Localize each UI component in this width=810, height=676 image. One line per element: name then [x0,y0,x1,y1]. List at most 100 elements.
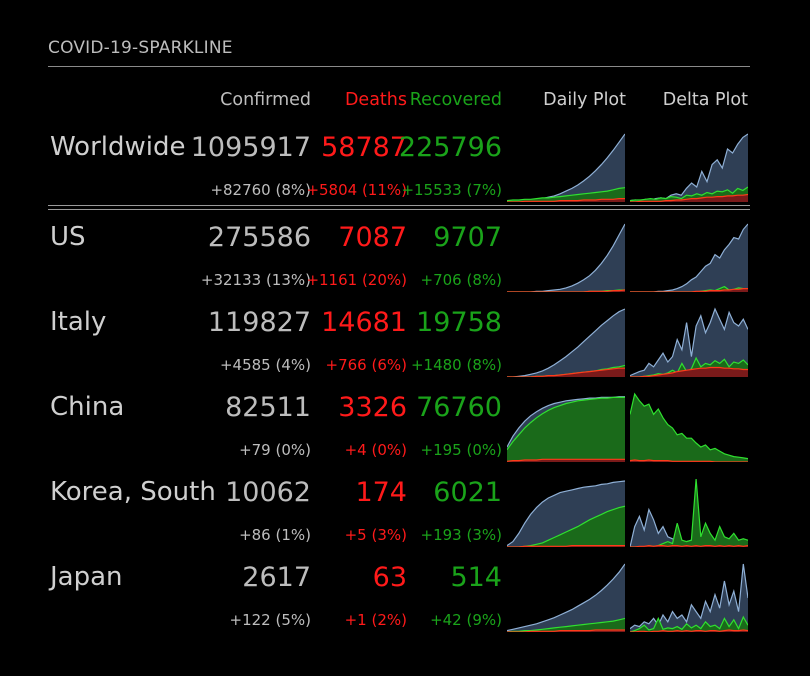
recovered-area [630,394,748,462]
confirmed-total: 10062 [225,477,311,508]
delta-sparkline [630,478,748,547]
confirmed-area [507,224,625,292]
deaths-line [630,459,748,462]
recovered-area [630,479,748,547]
header-delta-plot: Delta Plot [662,90,748,110]
delta-sparkline [630,223,748,292]
header-confirmed: Confirmed [220,90,311,110]
confirmed-total: 2617 [242,562,311,593]
recovered-line [507,617,625,632]
recovered-total: 225796 [398,132,502,163]
deaths-total: 14681 [321,307,407,338]
deaths-area [630,460,748,462]
confirmed-area [630,509,748,547]
deaths-change: +1 (2%) [344,611,407,629]
deaths-change: +5 (3%) [344,526,407,544]
recovered-line [630,186,748,202]
recovered-total: 9707 [433,222,502,253]
daily-sparkline [507,396,625,462]
recovered-change: +42 (9%) [430,611,502,629]
recovered-change: +15533 (7%) [401,181,502,199]
recovered-line [507,187,625,202]
header-deaths: Deaths [344,90,407,110]
header-recovered: Recovered [409,90,502,110]
deaths-total: 3326 [338,392,407,423]
recovered-line [630,615,748,632]
daily-sparkline [507,223,625,292]
confirmed-total: 82511 [225,392,311,423]
deaths-total: 7087 [338,222,407,253]
deaths-line [507,629,625,632]
deaths-line [630,544,748,547]
recovered-area [507,618,625,632]
delta-sparkline [630,307,748,377]
confirmed-area [507,134,625,202]
confirmed-area [507,309,625,377]
confirmed-change: +86 (1%) [239,526,311,544]
deaths-total: 174 [355,477,407,508]
deaths-line [507,458,625,462]
deaths-area [507,368,625,377]
divider [48,209,750,210]
confirmed-line [507,480,625,547]
confirmed-line [630,307,748,377]
recovered-total: 76760 [416,392,502,423]
header-daily-plot: Daily Plot [543,90,626,110]
daily-sparkline [507,480,625,547]
country-name: Worldwide [50,132,186,162]
delta-sparkline [630,133,748,202]
divider [48,205,750,206]
recovered-change: +193 (3%) [420,526,502,544]
country-name: US [50,222,86,252]
recovered-total: 6021 [433,477,502,508]
confirmed-area [630,564,748,632]
daily-sparkline [507,308,625,377]
deaths-line [507,544,625,547]
confirmed-line [507,396,625,448]
confirmed-change: +4585 (4%) [219,356,311,374]
confirmed-area [630,224,748,292]
deaths-line [630,629,748,632]
confirmed-line [507,563,625,632]
deaths-change: +766 (6%) [325,356,407,374]
deaths-area [630,194,748,202]
recovered-area [507,397,625,462]
deaths-area [507,198,625,202]
module-header: COVID-19-SPARKLINE [48,36,750,67]
deaths-line [630,287,748,292]
recovered-line [507,396,625,451]
deaths-change: +1161 (20%) [306,271,407,289]
country-name: Japan [50,562,123,592]
recovered-change: +195 (0%) [420,441,502,459]
confirmed-change: +79 (0%) [239,441,311,459]
confirmed-change: +122 (5%) [229,611,311,629]
country-name: Italy [50,307,107,337]
module-title: COVID-19-SPARKLINE [48,38,233,58]
deaths-line [507,197,625,202]
confirmed-total: 119827 [207,307,311,338]
deaths-area [507,459,625,462]
delta-sparkline [630,392,748,462]
deaths-line [507,289,625,292]
confirmed-line [507,223,625,292]
recovered-change: +706 (8%) [420,271,502,289]
recovered-total: 19758 [416,307,502,338]
deaths-line [507,367,625,377]
deaths-line [630,193,748,202]
country-name: China [50,392,125,422]
confirmed-change: +32133 (13%) [200,271,311,289]
deaths-total: 63 [372,562,407,593]
recovered-area [507,187,625,202]
daily-sparkline [507,133,625,202]
recovered-line [630,392,748,460]
deaths-change: +5804 (11%) [306,181,407,199]
deaths-area [630,367,748,377]
confirmed-total: 275586 [207,222,311,253]
confirmed-total: 1095917 [190,132,311,163]
confirmed-area [630,134,748,202]
confirmed-change: +82760 (8%) [210,181,311,199]
daily-sparkline [507,563,625,632]
country-name: Korea, South [50,477,216,507]
deaths-line [630,366,748,377]
recovered-area [507,506,625,547]
